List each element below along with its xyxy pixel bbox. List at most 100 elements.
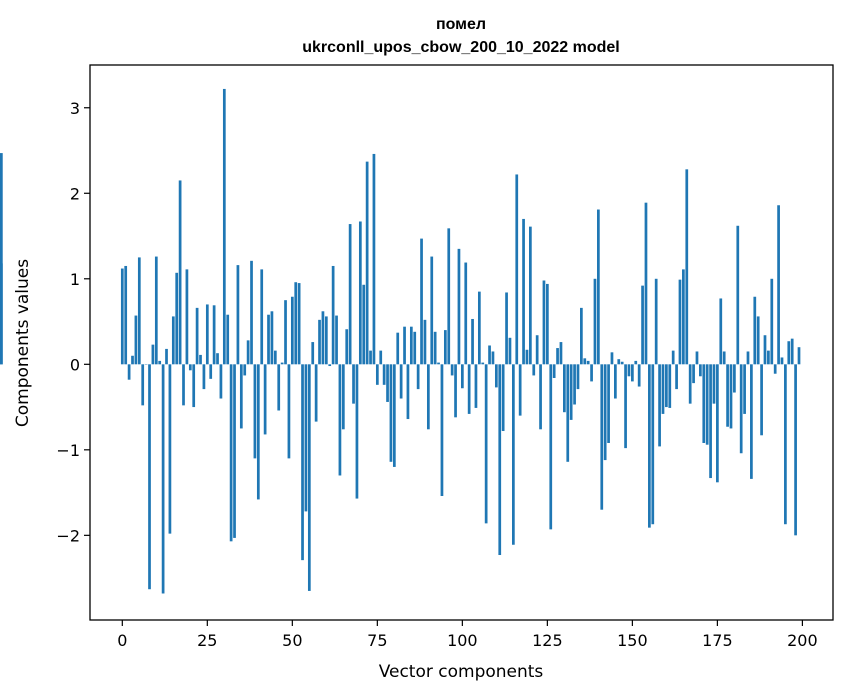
y-tick-label: 3: [70, 99, 80, 118]
bar: [382, 364, 386, 385]
bar: [307, 364, 311, 591]
x-tick-label: 125: [532, 631, 563, 650]
bar: [678, 279, 682, 365]
bar: [512, 364, 515, 545]
bar: [447, 228, 451, 365]
bar: [624, 364, 627, 449]
bar: [124, 265, 128, 365]
bar: [171, 316, 175, 365]
bar: [688, 364, 692, 404]
bar: [491, 351, 495, 365]
bar: [563, 364, 566, 413]
bar: [369, 350, 372, 365]
bar: [212, 305, 216, 365]
y-tick-label: −1: [56, 441, 80, 460]
bar: [229, 364, 233, 542]
bar: [668, 364, 672, 408]
bar: [168, 364, 172, 534]
bar: [573, 364, 576, 405]
bar: [348, 224, 352, 365]
bar: [341, 364, 345, 430]
bar: [501, 364, 505, 432]
x-axis-ticks: 0 25 50 75 100 125 150 175 200: [117, 620, 818, 650]
bar: [777, 205, 780, 365]
bar: [607, 364, 610, 443]
bar: [518, 364, 522, 416]
bar: [239, 364, 243, 429]
bar: [590, 364, 593, 382]
bar: [358, 221, 362, 365]
bar: [233, 364, 236, 538]
chart-title: помел: [436, 16, 486, 33]
bar: [355, 364, 359, 499]
bar: [416, 364, 420, 390]
bar: [644, 202, 648, 365]
bar: [522, 218, 525, 365]
bar: [767, 350, 770, 365]
bar: [318, 319, 321, 365]
bar: [389, 364, 393, 462]
bar: [277, 364, 281, 411]
bar: [284, 300, 287, 365]
bar: [671, 350, 675, 365]
bar: [658, 364, 661, 447]
bar: [304, 364, 308, 512]
bar: [682, 269, 685, 365]
bar: [437, 362, 440, 365]
bar: [443, 330, 447, 365]
bar: [154, 256, 158, 365]
bar: [484, 364, 488, 524]
bar: [433, 331, 437, 365]
bar: [566, 364, 570, 462]
bar: [131, 355, 134, 365]
bar: [750, 364, 753, 479]
x-tick-label: 100: [447, 631, 478, 650]
bar: [250, 260, 253, 365]
bar: [770, 278, 774, 365]
bar: [699, 364, 702, 377]
bar: [202, 364, 206, 390]
bar: [648, 364, 651, 528]
bar: [158, 360, 162, 365]
bar: [409, 326, 413, 365]
bar: [743, 364, 746, 414]
bar: [576, 364, 580, 390]
bar: [260, 269, 264, 365]
x-tick-label: 75: [367, 631, 387, 650]
bar: [185, 269, 189, 365]
y-axis-ticks: −2 −1 0 1 2 3: [56, 99, 90, 545]
bar: [614, 364, 617, 399]
bar: [716, 364, 719, 483]
bar: [280, 362, 284, 365]
bar: [205, 304, 209, 365]
x-tick-label: 25: [197, 631, 217, 650]
bar: [226, 314, 230, 365]
bar: [236, 265, 240, 365]
bar: [583, 358, 587, 365]
bars-group: [0, 88, 801, 594]
x-axis-label: Vector components: [379, 662, 544, 682]
x-tick-label: 200: [787, 631, 818, 650]
bar: [362, 284, 366, 365]
bar: [460, 364, 464, 389]
bar: [651, 364, 655, 525]
bar: [702, 364, 706, 443]
bar: [559, 342, 563, 365]
bar: [722, 351, 726, 365]
bar: [178, 180, 182, 365]
bar: [763, 335, 767, 365]
bar: [188, 364, 192, 371]
bar: [175, 272, 179, 365]
bar: [692, 364, 695, 384]
bar: [199, 354, 202, 365]
bar: [498, 364, 502, 556]
bar: [712, 364, 716, 404]
bar: [631, 364, 634, 382]
bar: [600, 364, 604, 510]
bar: [790, 338, 794, 365]
bar: [542, 280, 546, 365]
bar: [733, 364, 736, 393]
bar: [192, 364, 196, 408]
bar: [705, 364, 709, 445]
